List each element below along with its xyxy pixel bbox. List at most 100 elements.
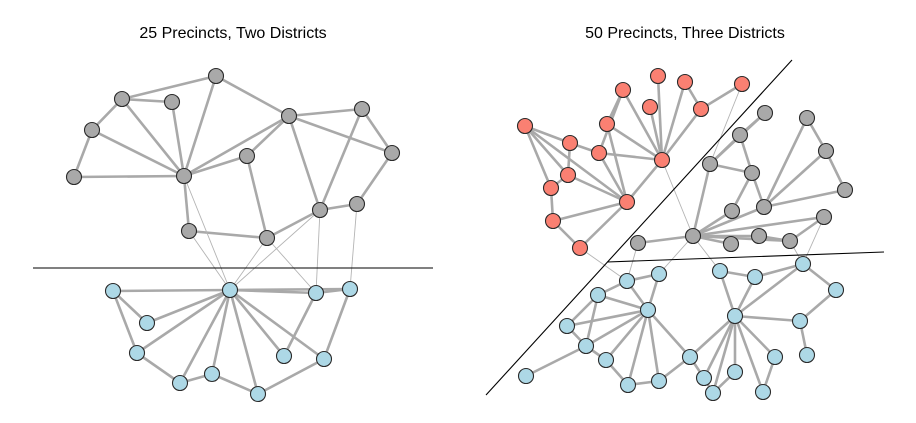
precinct-node bbox=[817, 142, 835, 160]
adjacency-edge bbox=[120, 74, 218, 101]
adjacency-edge bbox=[72, 128, 94, 179]
adjacency-edge bbox=[111, 288, 232, 293]
cut-edge bbox=[229, 237, 268, 291]
adjacency-edge bbox=[228, 287, 352, 292]
adjacency-edge bbox=[256, 357, 326, 396]
precinct-nodes bbox=[516, 67, 854, 402]
precinct-node bbox=[571, 239, 589, 257]
precinct-node bbox=[590, 144, 608, 162]
adjacency-edge bbox=[762, 116, 809, 209]
precinct-node bbox=[723, 202, 741, 220]
adjacency-edge bbox=[90, 128, 186, 178]
precinct-node bbox=[104, 282, 122, 300]
adjacency-edge bbox=[282, 291, 318, 358]
adjacency-edge bbox=[318, 107, 364, 212]
adjacency-edge bbox=[322, 287, 352, 361]
precinct-node bbox=[138, 314, 156, 332]
precinct-node bbox=[681, 348, 699, 366]
precinct-node bbox=[221, 281, 239, 299]
precinct-node bbox=[258, 229, 276, 247]
precinct-node bbox=[726, 363, 744, 381]
district-boundary-line bbox=[485, 59, 793, 396]
adjacency-edge bbox=[636, 234, 695, 245]
precinct-node bbox=[383, 144, 401, 162]
precinct-node bbox=[711, 262, 729, 280]
adjacency-edge bbox=[688, 314, 737, 359]
precinct-node bbox=[275, 347, 293, 365]
precinct-node bbox=[639, 301, 657, 319]
adjacency-edge bbox=[135, 351, 182, 385]
precinct-node bbox=[756, 104, 774, 122]
cut-edge bbox=[579, 247, 628, 282]
precinct-node bbox=[577, 337, 595, 355]
adjacency-edge bbox=[566, 173, 629, 204]
adjacency-edge bbox=[762, 149, 828, 209]
adjacency-edge bbox=[182, 114, 291, 178]
precinct-node bbox=[597, 351, 615, 369]
adjacency-edge bbox=[621, 88, 664, 162]
adjacency-edge bbox=[228, 288, 326, 361]
adjacency-edge bbox=[245, 154, 269, 240]
precinct-node bbox=[353, 100, 371, 118]
precinct-node bbox=[618, 272, 636, 290]
district-boundary-line bbox=[606, 251, 885, 263]
adjacency-edge bbox=[178, 288, 232, 385]
precinct-node bbox=[542, 179, 560, 197]
precinct-node bbox=[619, 376, 637, 394]
adjacency-edge bbox=[120, 97, 174, 104]
adjacency-edge bbox=[733, 262, 805, 318]
precinct-node bbox=[692, 100, 710, 118]
precinct-node bbox=[684, 227, 702, 245]
precinct-node bbox=[544, 212, 562, 230]
adjacency-edge bbox=[523, 124, 570, 177]
precinct-nodes bbox=[65, 67, 401, 403]
adjacency-edge bbox=[265, 208, 322, 240]
adjacency-edge bbox=[596, 293, 650, 312]
adjacency-edge bbox=[245, 114, 291, 158]
adjacency-edge bbox=[228, 288, 286, 358]
adjacency-edge bbox=[656, 74, 664, 162]
cut-edge bbox=[183, 175, 231, 291]
precinct-node bbox=[341, 280, 359, 298]
precinct-node bbox=[207, 67, 225, 85]
precinct-node bbox=[561, 134, 579, 152]
precinct-node bbox=[516, 117, 534, 135]
precinct-node bbox=[307, 284, 325, 302]
adjacency-edge bbox=[691, 205, 766, 238]
adjacency-edge bbox=[733, 314, 765, 394]
adjacency-edge bbox=[210, 288, 232, 376]
precinct-node bbox=[836, 181, 854, 199]
panel-1-title: 25 Precincts, Two Districts bbox=[139, 25, 326, 42]
precinct-node bbox=[614, 81, 632, 99]
precinct-node bbox=[175, 167, 193, 185]
precinct-node bbox=[746, 268, 764, 286]
adjacency-edge bbox=[702, 314, 737, 380]
adjacency-edge bbox=[762, 188, 847, 209]
precinct-node bbox=[311, 201, 329, 219]
adjacency-edge bbox=[604, 308, 650, 362]
adjacency-edge bbox=[733, 314, 802, 323]
edges bbox=[523, 74, 847, 395]
adjacency-edge bbox=[597, 151, 664, 162]
precinct-node bbox=[641, 98, 659, 116]
precinct-node bbox=[781, 232, 799, 250]
cut-edge bbox=[188, 230, 231, 291]
adjacency-edge bbox=[626, 308, 650, 387]
precinct-node bbox=[238, 147, 256, 165]
adjacency-edge bbox=[287, 114, 394, 155]
precinct-node bbox=[798, 346, 816, 364]
precinct-node bbox=[315, 350, 333, 368]
precinct-node bbox=[701, 155, 719, 173]
adjacency-edge bbox=[733, 314, 777, 359]
panel-2-title: 50 Precincts, Three Districts bbox=[585, 25, 785, 42]
cut-edge bbox=[229, 209, 321, 291]
adjacency-edge bbox=[120, 97, 186, 178]
precinct-node bbox=[754, 383, 772, 401]
adjacency-edge bbox=[605, 122, 664, 162]
cut-edge bbox=[266, 237, 317, 294]
cut-edge bbox=[709, 83, 743, 165]
adjacency-edge bbox=[214, 74, 291, 118]
precinct-node bbox=[653, 151, 671, 169]
adjacency-edge bbox=[182, 74, 218, 178]
